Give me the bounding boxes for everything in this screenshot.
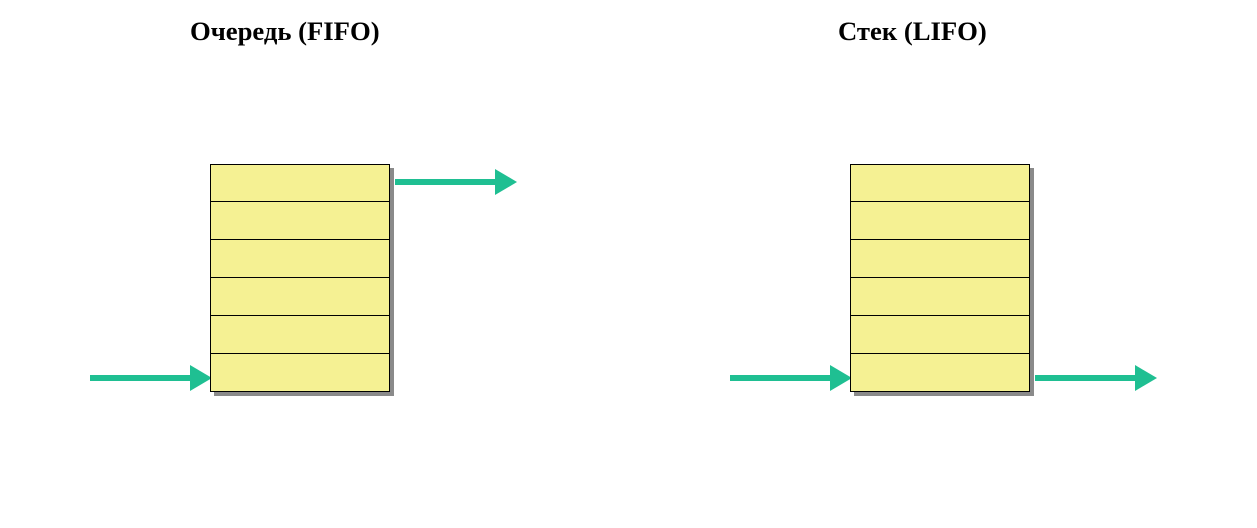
cell (210, 278, 390, 316)
stack-block (850, 164, 1030, 392)
stack-in-arrow (730, 363, 852, 393)
cell (850, 164, 1030, 202)
cell (210, 316, 390, 354)
queue-out-arrow (395, 167, 517, 197)
queue-block (210, 164, 390, 392)
stack-out-arrow (1035, 363, 1157, 393)
cell (210, 202, 390, 240)
cell (850, 354, 1030, 392)
cell (210, 240, 390, 278)
queue-in-arrow (90, 363, 212, 393)
queue-title: Очередь (FIFO) (190, 16, 380, 47)
stack-block-cells (850, 164, 1030, 392)
cell (210, 354, 390, 392)
cell (850, 316, 1030, 354)
queue-title-text: Очередь (FIFO) (190, 16, 380, 46)
cell (850, 240, 1030, 278)
stack-title: Стек (LIFO) (838, 16, 987, 47)
cell (850, 278, 1030, 316)
cell (850, 202, 1030, 240)
queue-block-cells (210, 164, 390, 392)
stack-title-text: Стек (LIFO) (838, 16, 987, 46)
cell (210, 164, 390, 202)
